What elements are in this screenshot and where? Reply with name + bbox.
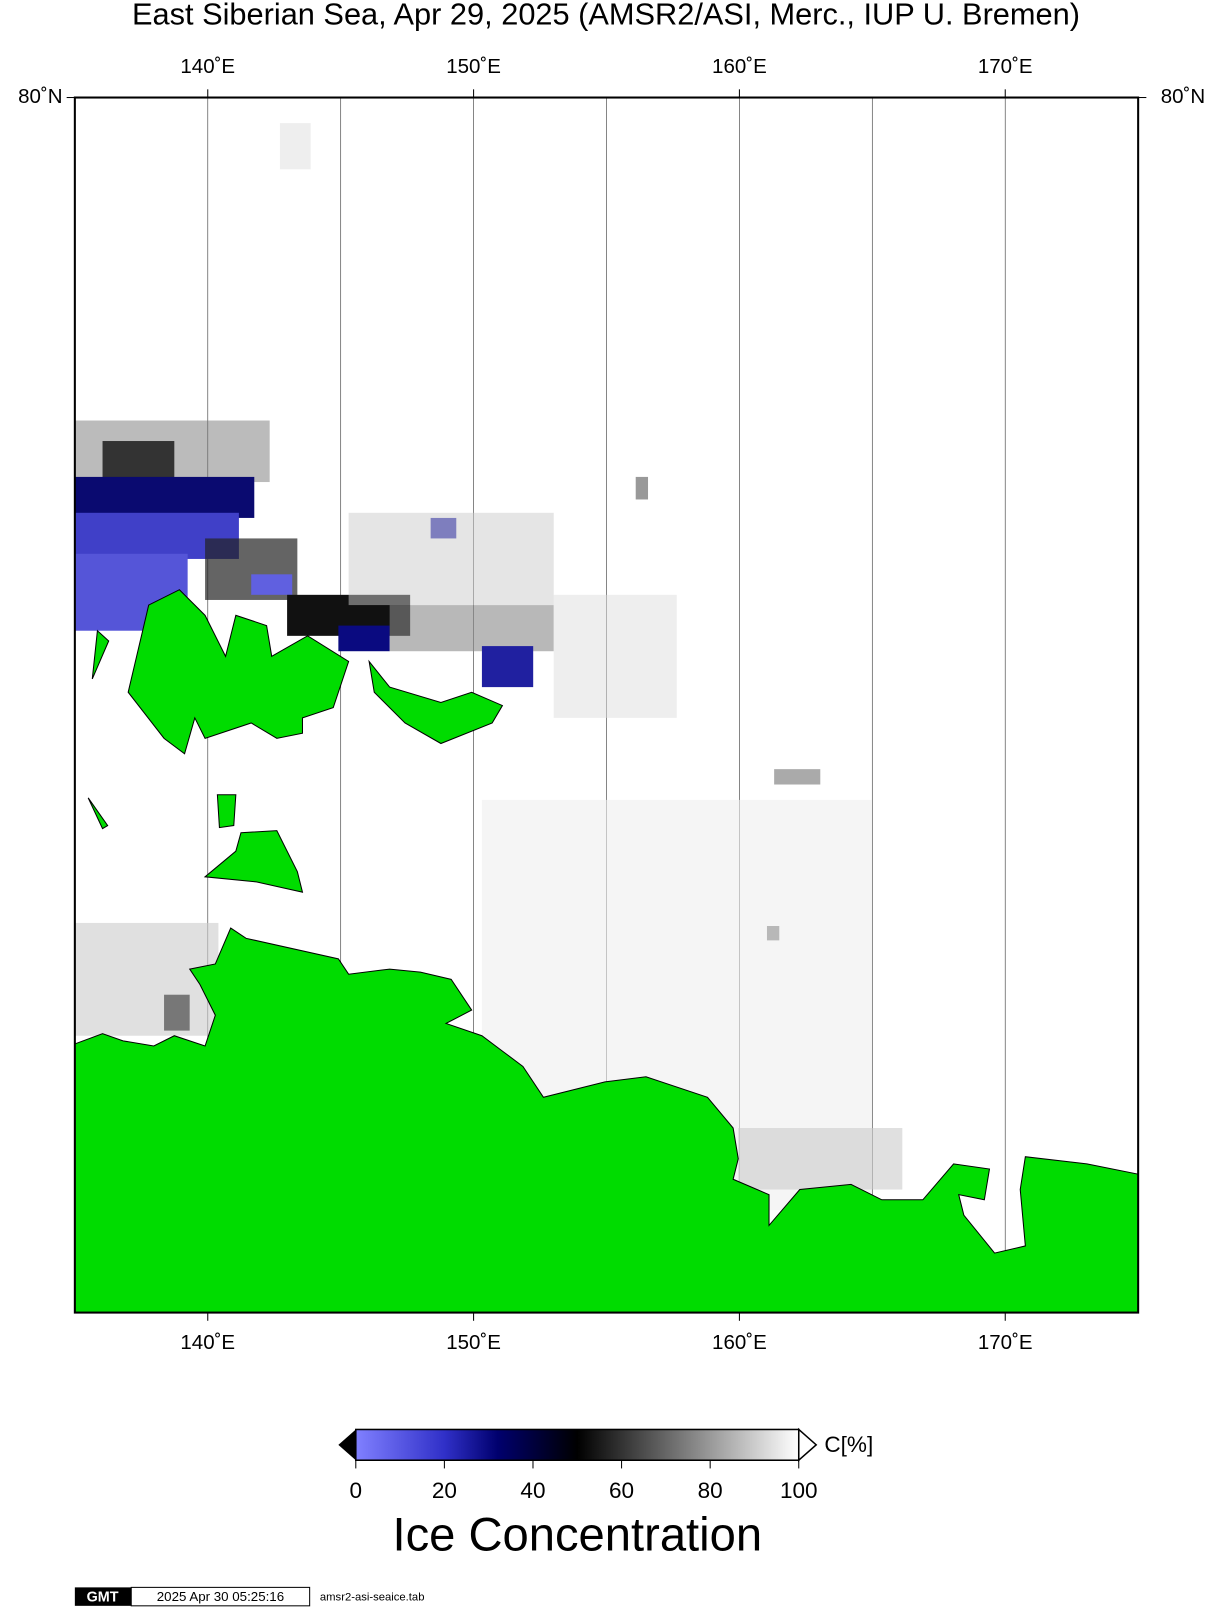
- island: [216, 794, 237, 829]
- gmt-logo-text: GMT: [87, 1589, 119, 1605]
- colorbar: [355, 1428, 800, 1461]
- map-area: [74, 97, 1139, 1313]
- island: [87, 797, 109, 830]
- lon-label: 160˚E: [712, 1331, 767, 1354]
- island: [91, 629, 110, 680]
- timestamp-box: [130, 1586, 311, 1607]
- island: [203, 830, 304, 893]
- timestamp: 2025 Apr 30 05:25:16: [157, 1589, 284, 1604]
- title: East Siberian Sea, Apr 29, 2025 (AMSR2/A…: [132, 0, 1080, 32]
- island: [368, 659, 504, 745]
- lon-label: 140˚E: [180, 1331, 235, 1354]
- island: [127, 589, 350, 755]
- colorbar-tick-label: 60: [609, 1478, 634, 1503]
- lon-label: 150˚E: [446, 1331, 501, 1354]
- map-frame: [73, 96, 1140, 1314]
- colorbar-tick-label: 100: [780, 1478, 818, 1503]
- lat-label: 80˚N: [1161, 85, 1205, 108]
- gmt-logo: [74, 1587, 132, 1606]
- lat-label: 80˚N: [18, 85, 62, 108]
- colorbar-unit: C[%]: [824, 1432, 873, 1457]
- lon-label: 170˚E: [978, 55, 1033, 78]
- colorbar-tick-label: 0: [350, 1478, 363, 1503]
- mainland: [74, 927, 1139, 1313]
- lon-label: 160˚E: [712, 55, 767, 78]
- lon-label: 150˚E: [446, 55, 501, 78]
- colorbar-under: [338, 1429, 356, 1461]
- land: [74, 589, 1139, 1313]
- lon-label: 140˚E: [180, 55, 235, 78]
- colorbar-tick-label: 80: [698, 1478, 723, 1503]
- lon-label: 170˚E: [978, 1331, 1033, 1354]
- source-file: amsr2-asi-seaice.tab: [320, 1592, 425, 1604]
- colorbar-over: [797, 1427, 818, 1462]
- colorbar-tick-label: 40: [520, 1478, 545, 1503]
- colorbar-label: Ice Concentration: [392, 1508, 762, 1561]
- colorbar-tick-label: 20: [432, 1478, 457, 1503]
